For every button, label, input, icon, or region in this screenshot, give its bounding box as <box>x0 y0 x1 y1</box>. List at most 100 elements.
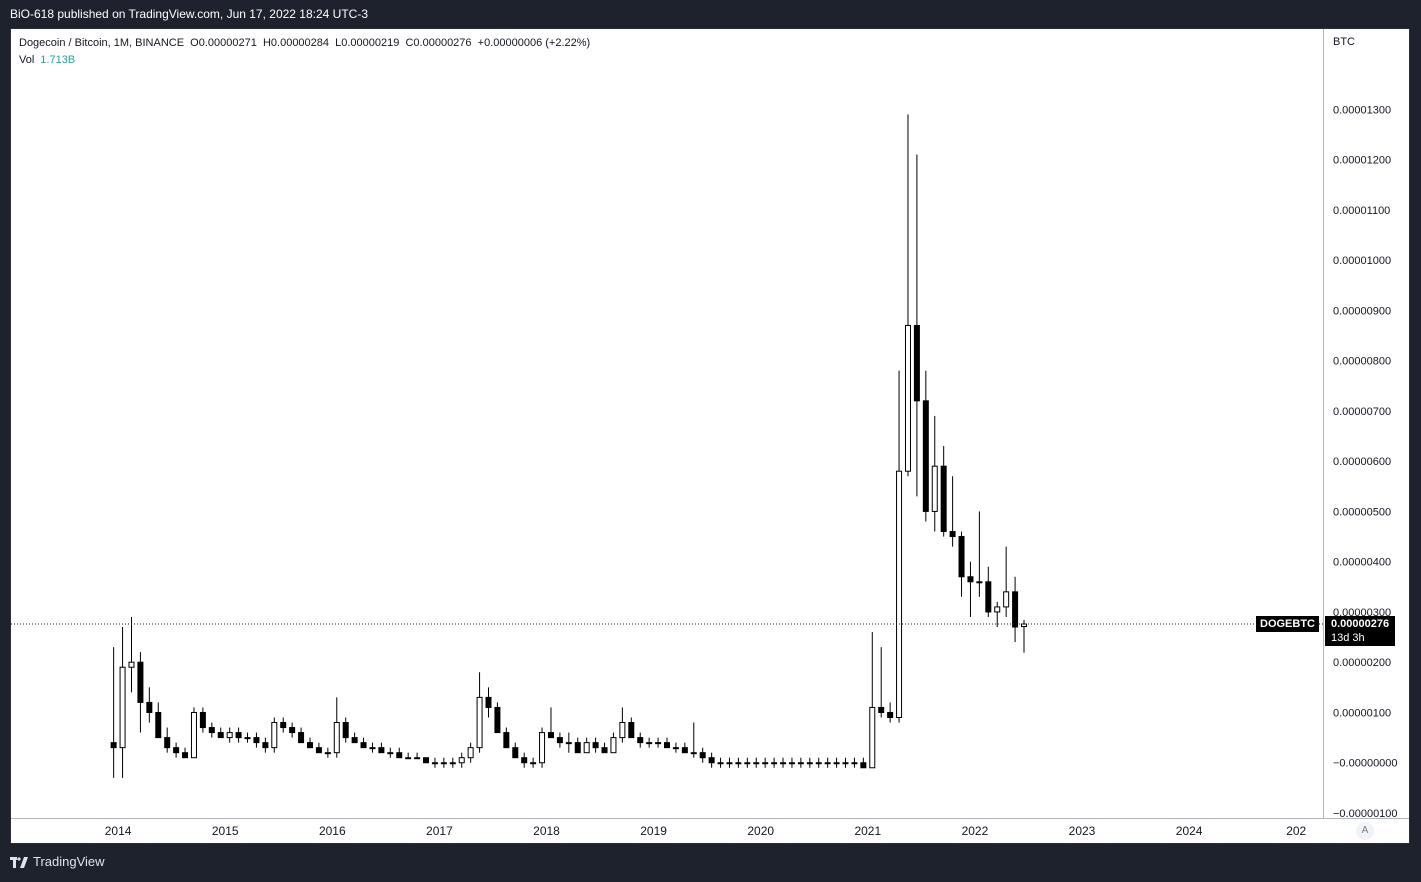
candle-body <box>423 757 430 764</box>
candle-body <box>431 762 438 765</box>
time-tick-label: 2017 <box>426 824 453 838</box>
time-tick-label: 202 <box>1286 824 1306 838</box>
time-tick-label: 2016 <box>319 824 346 838</box>
candle-body <box>717 762 724 765</box>
tradingview-logo[interactable]: TradingView <box>10 844 105 880</box>
candle-body <box>574 742 581 754</box>
candle-body <box>164 737 171 749</box>
candle-body <box>351 737 358 744</box>
candle-body <box>476 696 483 749</box>
publish-text: BiO-618 published on TradingView.com, Ju… <box>10 7 368 21</box>
candle-body <box>1003 591 1010 608</box>
candle-body <box>485 696 492 708</box>
candle-body <box>253 737 260 744</box>
price-tick-label: −0.00000000 <box>1333 758 1398 770</box>
last-price-value: 0.00000276 <box>1331 618 1390 630</box>
symbol-badge: DOGEBTC <box>1256 616 1319 632</box>
time-tick-label: 2024 <box>1176 824 1203 838</box>
candle-body <box>780 762 787 765</box>
candle-body <box>173 747 180 754</box>
legend-volume[interactable]: Vol 1.713B <box>19 52 590 69</box>
candle-body <box>583 742 590 754</box>
candle-body <box>547 732 554 739</box>
candle-body <box>512 747 519 759</box>
tradingview-logo-icon <box>10 856 28 868</box>
price-tick-label: 0.00000100 <box>1333 707 1391 719</box>
time-tick-label: 2019 <box>640 824 667 838</box>
candle-body <box>672 747 679 750</box>
candle-body <box>378 747 385 754</box>
time-tick-label: 2022 <box>962 824 989 838</box>
candle-body <box>726 762 733 765</box>
auto-scale-button[interactable]: A <box>1356 822 1374 840</box>
candle-body <box>824 762 831 765</box>
candle-body <box>369 747 376 750</box>
candle-body <box>860 762 867 769</box>
candle-body <box>833 762 840 765</box>
volume-value: 1.713B <box>40 54 76 66</box>
time-tick-label: 2014 <box>105 824 132 838</box>
candle-body <box>467 747 474 759</box>
candle-body <box>146 701 153 713</box>
price-tick-label: 0.00000300 <box>1333 607 1391 619</box>
candle-body <box>904 324 911 472</box>
candle-body <box>708 757 715 764</box>
candle-body <box>1021 623 1028 628</box>
candle-body <box>226 732 233 739</box>
candle-body <box>842 762 849 765</box>
bar-countdown: 13d 3h <box>1331 632 1365 644</box>
price-tick-label: 0.00001200 <box>1333 155 1391 167</box>
candle-body <box>815 762 822 765</box>
candle-body <box>521 757 528 764</box>
candlestick-chart[interactable]: BTC 0.00001300 0.00001200 0.00001100 0.00001… <box>11 29 1409 843</box>
price-tick-label: 0.00001100 <box>1333 205 1390 217</box>
candle-body <box>940 465 947 533</box>
candle-body <box>949 531 956 538</box>
candle-body <box>565 742 572 745</box>
time-tick-label: 2015 <box>212 824 239 838</box>
candle-body <box>967 576 974 583</box>
candle-body <box>628 722 635 739</box>
candle-body <box>619 722 626 739</box>
candle-body <box>788 762 795 765</box>
candle-body <box>878 706 885 713</box>
candle-body <box>449 762 456 765</box>
candle-body <box>958 536 965 578</box>
candle-body <box>271 722 278 749</box>
chart-legend: Dogecoin / Bitcoin, 1M, BINANCE O0.00000… <box>19 35 590 69</box>
candle-body <box>806 762 813 765</box>
candle-body <box>735 762 742 765</box>
candle-body <box>601 747 608 754</box>
candle-body <box>994 606 1001 613</box>
candle-body <box>556 737 563 744</box>
candle-body <box>503 732 510 749</box>
candle-body <box>289 727 296 734</box>
candle-body <box>217 732 224 739</box>
candle-body <box>922 400 929 512</box>
candle-body <box>458 757 465 764</box>
price-tick-label: 0.00000500 <box>1333 506 1391 518</box>
candle-body <box>797 762 804 765</box>
candle-body <box>440 762 447 765</box>
price-tick-label: 0.00000400 <box>1333 557 1391 569</box>
candle-body <box>592 742 599 749</box>
candle-body <box>744 762 751 765</box>
price-tick-label: 0.00000600 <box>1333 456 1391 468</box>
candle-body <box>637 737 644 744</box>
candle-body <box>494 706 501 734</box>
chart-frame[interactable]: BTC 0.00001300 0.00001200 0.00001100 0.00001… <box>10 28 1410 844</box>
candle-body <box>530 762 537 765</box>
candle-body <box>539 732 546 764</box>
candle-body <box>405 757 412 760</box>
chart-background <box>11 29 1409 843</box>
candle-body <box>414 757 421 760</box>
candle-body <box>315 747 322 754</box>
candle-body <box>360 742 367 749</box>
candle-body <box>155 711 162 739</box>
candle-body <box>646 742 653 745</box>
legend-symbol-ohlc[interactable]: Dogecoin / Bitcoin, 1M, BINANCE O0.00000… <box>19 37 591 49</box>
candle-body <box>913 324 920 402</box>
candle-body <box>208 727 215 734</box>
price-tick-label: 0.00001300 <box>1333 104 1391 116</box>
candle-body <box>655 742 662 745</box>
